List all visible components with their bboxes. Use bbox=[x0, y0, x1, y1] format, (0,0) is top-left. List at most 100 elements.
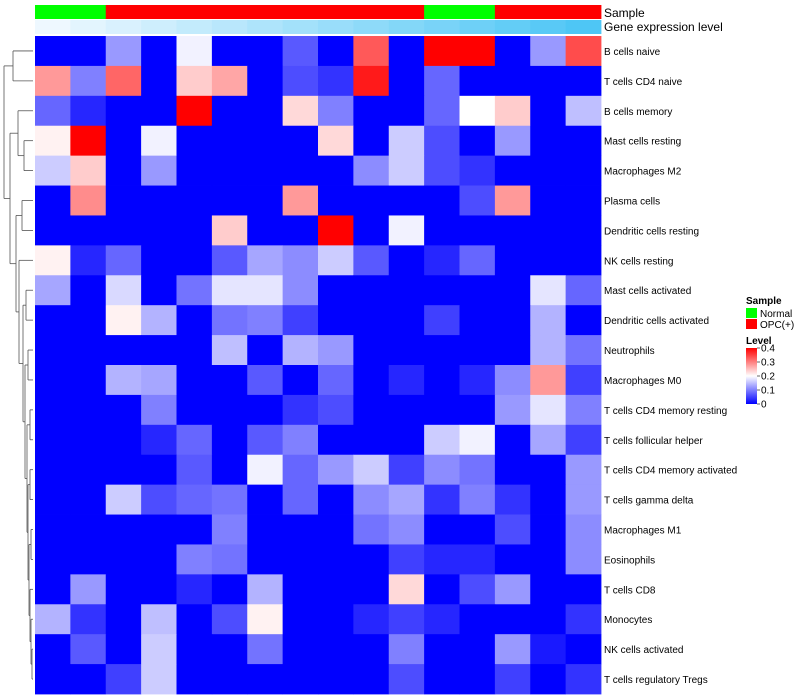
heatmap-cell bbox=[211, 454, 248, 486]
heatmap-cell bbox=[388, 155, 425, 186]
heatmap-cell bbox=[211, 424, 248, 456]
heatmap-cell bbox=[35, 574, 71, 605]
heatmap-cell bbox=[565, 484, 602, 515]
heatmap-cell bbox=[247, 394, 284, 426]
heatmap-cell bbox=[353, 365, 390, 396]
legend-level-colorbar bbox=[746, 348, 757, 404]
heatmap-cell bbox=[70, 394, 107, 426]
heatmap-cell bbox=[494, 394, 531, 426]
expression-track-cell bbox=[353, 20, 390, 34]
heatmap-cell bbox=[565, 454, 602, 486]
heatmap-cell bbox=[565, 305, 602, 336]
sample-track-cell bbox=[318, 5, 354, 19]
heatmap-cell bbox=[459, 574, 496, 605]
heatmap-cell bbox=[35, 245, 71, 276]
heatmap-cell bbox=[176, 215, 213, 246]
heatmap-cell bbox=[388, 36, 425, 67]
heatmap-cell bbox=[247, 305, 284, 336]
heatmap-cell bbox=[318, 424, 354, 456]
heatmap-cell bbox=[176, 155, 213, 186]
heatmap-cell bbox=[318, 544, 354, 575]
row-label: Dendritic cells activated bbox=[604, 316, 709, 327]
heatmap-cell bbox=[176, 305, 213, 336]
row-label: T cells CD4 naive bbox=[604, 77, 683, 88]
row-label: Macrophages M0 bbox=[604, 376, 682, 387]
row-label: Macrophages M2 bbox=[604, 167, 682, 178]
heatmap-cell bbox=[105, 454, 142, 486]
heatmap-cell bbox=[530, 544, 567, 575]
heatmap-cell bbox=[459, 215, 496, 246]
heatmap-cell bbox=[459, 65, 496, 97]
heatmap-cell bbox=[70, 604, 107, 635]
heatmap-cell bbox=[176, 604, 213, 635]
heatmap-cell bbox=[35, 155, 71, 186]
heatmap-cell bbox=[388, 335, 425, 366]
heatmap-cell bbox=[530, 574, 567, 605]
heatmap-cell bbox=[282, 155, 319, 186]
heatmap-cell bbox=[353, 394, 390, 426]
heatmap-cell bbox=[247, 335, 284, 366]
heatmap-cell bbox=[247, 365, 284, 396]
row-label: Monocytes bbox=[604, 615, 652, 626]
heatmap-cell bbox=[70, 365, 107, 396]
heatmap-cell bbox=[318, 604, 354, 635]
heatmap-cell bbox=[282, 335, 319, 366]
heatmap-cell bbox=[388, 664, 425, 695]
heatmap-cell bbox=[282, 125, 319, 157]
heatmap-cell bbox=[424, 305, 460, 336]
heatmap-cell bbox=[176, 574, 213, 605]
heatmap-cell bbox=[318, 484, 354, 515]
heatmap-cell bbox=[35, 335, 71, 366]
heatmap-cell bbox=[353, 245, 390, 276]
expression-track-cell bbox=[70, 20, 107, 34]
sample-track-cell bbox=[459, 5, 496, 19]
heatmap-cell bbox=[282, 215, 319, 246]
heatmap-cell bbox=[424, 394, 460, 426]
heatmap-cell bbox=[494, 454, 531, 486]
heatmap-cell bbox=[176, 36, 213, 67]
heatmap-cell bbox=[211, 604, 248, 635]
heatmap-cell bbox=[388, 65, 425, 97]
heatmap-cell bbox=[530, 215, 567, 246]
heatmap-cell bbox=[176, 664, 213, 695]
heatmap-cell bbox=[494, 424, 531, 456]
heatmap-cell bbox=[318, 155, 354, 186]
heatmap-cell bbox=[530, 245, 567, 276]
heatmap-cell bbox=[35, 36, 71, 67]
heatmap-cell bbox=[211, 185, 248, 216]
heatmap-cell bbox=[70, 245, 107, 276]
heatmap-cell bbox=[70, 454, 107, 486]
heatmap-cell bbox=[282, 574, 319, 605]
heatmap-cell bbox=[35, 275, 71, 306]
heatmap-cell bbox=[282, 95, 319, 127]
heatmap-cell bbox=[565, 574, 602, 605]
heatmap-cell bbox=[388, 305, 425, 336]
heatmap-cell bbox=[565, 65, 602, 97]
expression-track-cell bbox=[282, 20, 319, 34]
heatmap-cell bbox=[424, 424, 460, 456]
heatmap-cell bbox=[494, 275, 531, 306]
heatmap-cell bbox=[105, 36, 142, 67]
heatmap-cell bbox=[70, 275, 107, 306]
legend-swatch-opc bbox=[746, 319, 757, 329]
heatmap-cell bbox=[105, 514, 142, 545]
heatmap-cell bbox=[565, 185, 602, 216]
legend-label-normal: Normal bbox=[760, 309, 792, 320]
heatmap-cell bbox=[141, 394, 177, 426]
legend-swatch-normal bbox=[746, 308, 757, 318]
heatmap-cell bbox=[494, 664, 531, 695]
heatmap-cell bbox=[459, 275, 496, 306]
heatmap-cell bbox=[211, 484, 248, 515]
heatmap-cell bbox=[282, 634, 319, 665]
heatmap-cell bbox=[176, 275, 213, 306]
row-label: Mast cells activated bbox=[604, 286, 691, 297]
heatmap-cell bbox=[141, 155, 177, 186]
heatmap-cell bbox=[494, 215, 531, 246]
heatmap-cell bbox=[530, 514, 567, 545]
heatmap-cell bbox=[70, 664, 107, 695]
heatmap-cell bbox=[318, 634, 354, 665]
heatmap-cell bbox=[353, 424, 390, 456]
heatmap-cell bbox=[247, 484, 284, 515]
heatmap-cell bbox=[530, 634, 567, 665]
heatmap-cell bbox=[282, 305, 319, 336]
